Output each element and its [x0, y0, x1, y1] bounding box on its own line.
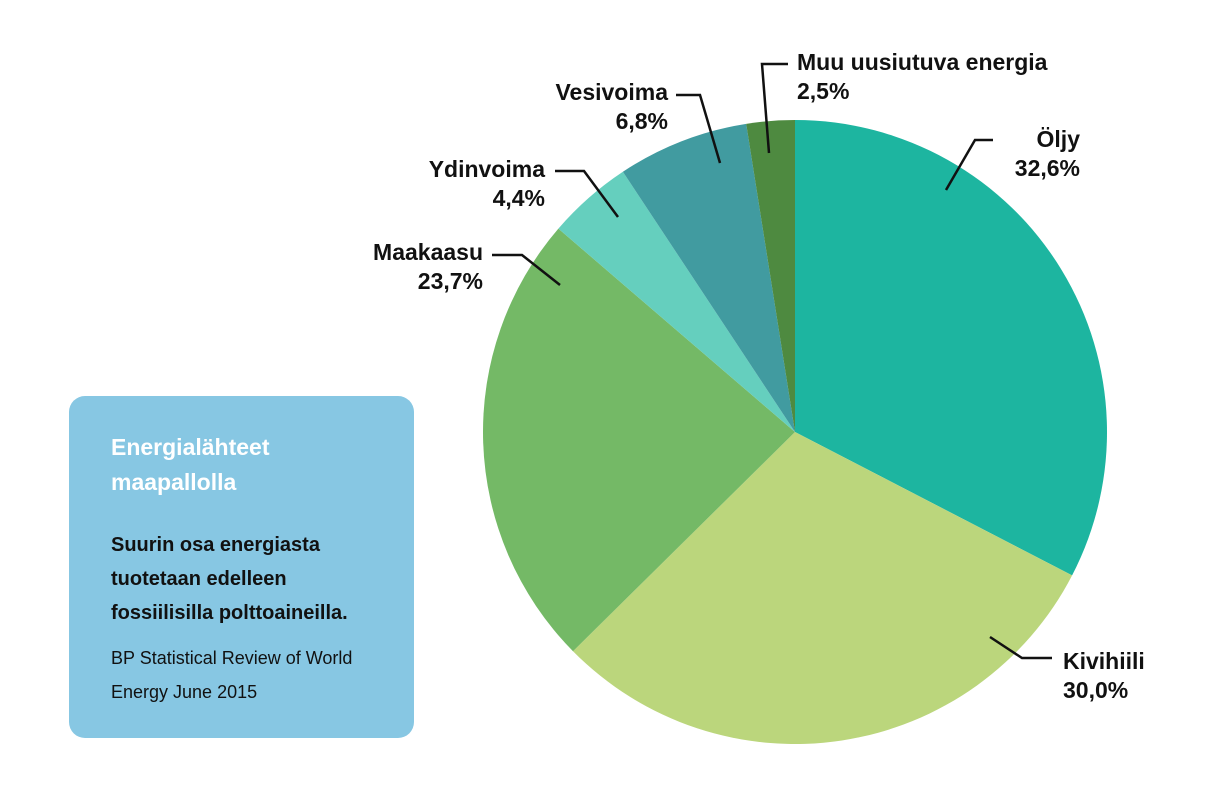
- slice-value-kivihiili: 30,0%: [1063, 677, 1128, 703]
- slice-value-oljy: 32,6%: [1015, 155, 1080, 181]
- pie-slice-kivihiili: [573, 432, 1073, 745]
- leader-line-kivihiili: [989, 635, 1052, 660]
- slice-label-ydinvoima: Ydinvoima: [429, 156, 546, 182]
- leader-line-maakaasu: [492, 253, 561, 286]
- leader-line-vesivoima: [676, 93, 722, 164]
- slice-label-vesivoima: Vesivoima: [555, 79, 668, 105]
- leader-line-ydinvoima: [555, 169, 620, 218]
- slice-value-muu-uusiutuva-energia: 2,5%: [797, 78, 849, 104]
- slice-label-maakaasu: Maakaasu: [373, 239, 483, 265]
- slice-value-vesivoima: 6,8%: [616, 108, 668, 134]
- leader-lines: [492, 62, 1052, 660]
- pie-slice-vesivoima: [622, 123, 795, 432]
- leader-line-muu-uusiutuva-energia: [760, 62, 788, 154]
- info-title: Energialähteet maapallolla: [111, 434, 270, 495]
- source-note: BP Statistical Review of World Energy Ju…: [111, 648, 353, 702]
- leader-line-oljy: [944, 138, 993, 191]
- slice-labels: Öljy 32,6% Kivihiili 30,0% Maakaasu 23,7% Ydin…: [373, 49, 1145, 703]
- slice-label-muu-uusiutuva-energia: Muu uusiutuva energia: [797, 49, 1048, 75]
- slice-value-maakaasu: 23,7%: [418, 268, 483, 294]
- pie-slice-oljy: [795, 119, 1108, 576]
- pie-slice-muu-uusiutuva-energia: [746, 120, 795, 432]
- pie-slice-maakaasu: [482, 228, 795, 652]
- pie-slices: [482, 119, 1108, 745]
- pie-slice-ydinvoima: [558, 171, 795, 432]
- info-lead-text: Suurin osa energiasta tuotetaan edelleen…: [111, 534, 348, 624]
- slice-label-oljy: Öljy: [1037, 126, 1081, 152]
- slice-value-ydinvoima: 4,4%: [493, 185, 545, 211]
- info-box: Energialähteet maapallolla Suurin osa en…: [69, 396, 414, 738]
- slice-label-kivihiili: Kivihiili: [1063, 648, 1145, 674]
